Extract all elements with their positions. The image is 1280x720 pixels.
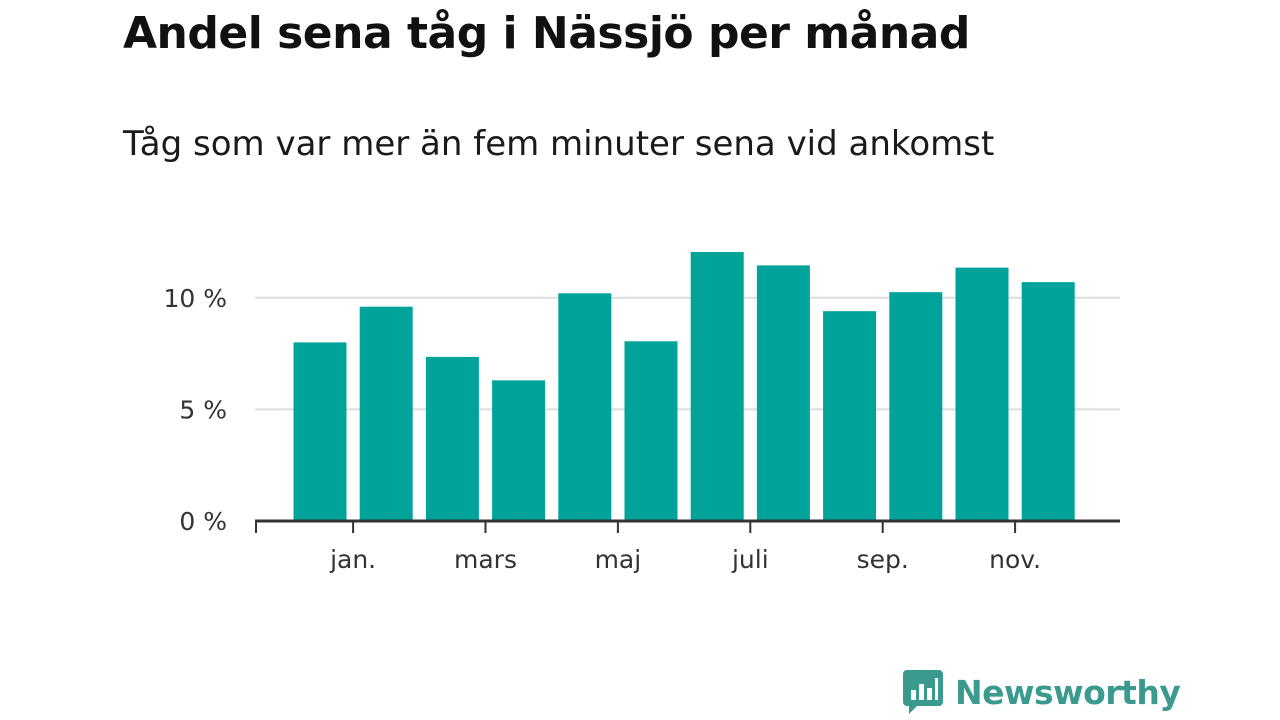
- bar: [624, 341, 678, 521]
- bar: [359, 306, 413, 521]
- bar: [1021, 282, 1075, 521]
- y-tick-label: 5 %: [179, 395, 227, 424]
- y-tick-label: 0 %: [179, 507, 227, 536]
- y-tick-label: 10 %: [163, 284, 227, 313]
- bar: [756, 265, 810, 521]
- axes: [255, 519, 1120, 533]
- chart-title: Andel sena tåg i Nässjö per månad: [123, 8, 970, 59]
- bar: [823, 311, 877, 521]
- x-tick-label: maj: [595, 545, 642, 574]
- x-tick-label: mars: [454, 545, 517, 574]
- x-tick-label: juli: [731, 545, 769, 574]
- brand-name: Newsworthy: [955, 672, 1181, 712]
- x-tick-label: jan.: [329, 545, 376, 574]
- bar: [293, 342, 347, 521]
- bar: [889, 292, 943, 521]
- newsworthy-logo: Newsworthy: [903, 670, 1181, 714]
- bar: [558, 293, 612, 521]
- bar: [955, 267, 1009, 521]
- bar-chart-speech-bubble-icon: [903, 670, 943, 714]
- chart-subtitle: Tåg som var mer än fem minuter sena vid …: [123, 124, 995, 164]
- bar: [690, 252, 744, 521]
- bar: [492, 380, 546, 521]
- x-tick-label: nov.: [989, 545, 1041, 574]
- bar: [425, 356, 479, 521]
- tick-labels: 0 % 5 % 10 % jan. mars maj juli sep. nov.: [163, 284, 1041, 574]
- bars: [293, 252, 1075, 521]
- x-tick-label: sep.: [857, 545, 909, 574]
